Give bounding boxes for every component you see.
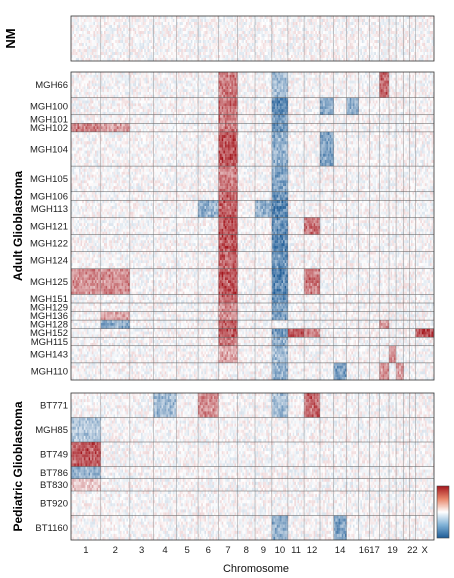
x-tick-label-chr-1: 1 xyxy=(83,545,88,556)
x-tick-label-chr-9: 9 xyxy=(261,545,266,556)
x-tick-label-chr-19: 19 xyxy=(387,545,398,556)
sample-label-bt771: BT771 xyxy=(40,401,68,412)
sample-row-mgh85 xyxy=(71,418,434,443)
sample-row-mgh106 xyxy=(71,192,434,201)
sample-row-mgh115 xyxy=(71,337,434,346)
sample-label-mgh113: MGH113 xyxy=(31,204,68,215)
sample-label-bt749: BT749 xyxy=(40,450,68,461)
x-tick-label-chr-8: 8 xyxy=(244,545,249,556)
group-label-adult-glioblastoma: Adult Glioblastoma xyxy=(11,171,25,281)
sample-row-bt1160 xyxy=(71,516,434,541)
sample-row-mgh152 xyxy=(71,329,434,338)
sample-row-mgh110 xyxy=(71,363,434,380)
sample-row-bt749 xyxy=(71,442,434,467)
x-tick-label-chr-11: 11 xyxy=(291,545,301,556)
sample-label-mgh110: MGH110 xyxy=(31,367,68,378)
sample-row-mgh136 xyxy=(71,312,434,321)
x-tick-label-chr-17: 17 xyxy=(369,545,380,556)
sample-row-bt920 xyxy=(71,491,434,516)
panel-nm xyxy=(71,16,434,61)
sample-row-bt771 xyxy=(71,393,434,418)
x-axis-title: Chromosome xyxy=(223,563,289,575)
sample-label-mgh102: MGH102 xyxy=(30,123,68,134)
color-scale-legend xyxy=(437,486,449,538)
sample-row-mgh143 xyxy=(71,346,434,363)
sample-label-mgh121: MGH121 xyxy=(30,221,68,232)
sample-row-mgh124 xyxy=(71,252,434,269)
sample-row-mgh66 xyxy=(71,72,434,98)
sample-row-mgh129 xyxy=(71,303,434,312)
x-tick-label-chr-12: 12 xyxy=(307,545,318,556)
sample-label-bt830: BT830 xyxy=(40,480,68,491)
sample-label-mgh115: MGH115 xyxy=(31,337,68,348)
sample-row-mgh121 xyxy=(71,217,434,234)
sample-label-mgh66: MGH66 xyxy=(35,80,68,91)
x-tick-label-chr-7: 7 xyxy=(225,545,230,556)
sample-label-bt786: BT786 xyxy=(40,468,68,479)
sample-row-mgh101 xyxy=(71,115,434,124)
x-tick-label-chr-4: 4 xyxy=(162,545,167,556)
sample-label-mgh122: MGH122 xyxy=(30,238,68,249)
sample-row-mgh105 xyxy=(71,166,434,192)
sample-label-bt1160: BT1160 xyxy=(35,523,68,534)
x-tick-label-chr-6: 6 xyxy=(206,545,211,556)
sample-label-mgh143: MGH143 xyxy=(30,350,68,361)
x-tick-label-chr-16: 16 xyxy=(359,545,370,556)
sample-label-bt920: BT920 xyxy=(40,499,68,510)
sample-row-mgh128 xyxy=(71,320,434,329)
x-tick-label-chr-2: 2 xyxy=(113,545,118,556)
x-tick-label-chr-10: 10 xyxy=(275,545,286,556)
sample-row-mgh102 xyxy=(71,123,434,132)
sample-row-mgh151 xyxy=(71,294,434,303)
sample-row-bt830 xyxy=(71,479,434,491)
sample-row-mgh104 xyxy=(71,132,434,166)
sample-row-mgh113 xyxy=(71,200,434,217)
panel-adult-glioblastoma xyxy=(71,72,434,380)
sample-row-mgh125 xyxy=(71,269,434,295)
x-tick-label-chr-22: 22 xyxy=(407,545,418,556)
sample-label-mgh125: MGH125 xyxy=(30,277,68,288)
sample-label-mgh105: MGH105 xyxy=(30,174,68,185)
sample-row-mgh100 xyxy=(71,98,434,115)
x-tick-label-chr-14: 14 xyxy=(335,545,346,556)
sample-label-mgh124: MGH124 xyxy=(30,256,68,267)
sample-label-mgh100: MGH100 xyxy=(30,102,68,113)
group-label-pediatric-glioblastoma: Pediatric Glioblastoma xyxy=(11,401,25,531)
sample-row-mgh122 xyxy=(71,235,434,252)
sample-row-nm xyxy=(71,16,434,61)
sample-label-mgh104: MGH104 xyxy=(30,144,68,155)
group-label-nm: NM xyxy=(3,28,18,48)
x-tick-label-chr-5: 5 xyxy=(185,545,190,556)
x-tick-label-chr-3: 3 xyxy=(139,545,144,556)
panel-pediatric-glioblastoma xyxy=(71,393,434,540)
sample-label-mgh106: MGH106 xyxy=(30,191,68,202)
sample-label-mgh85: MGH85 xyxy=(35,425,68,436)
x-tick-label-chr-x: X xyxy=(422,545,429,556)
sample-row-bt786 xyxy=(71,467,434,479)
